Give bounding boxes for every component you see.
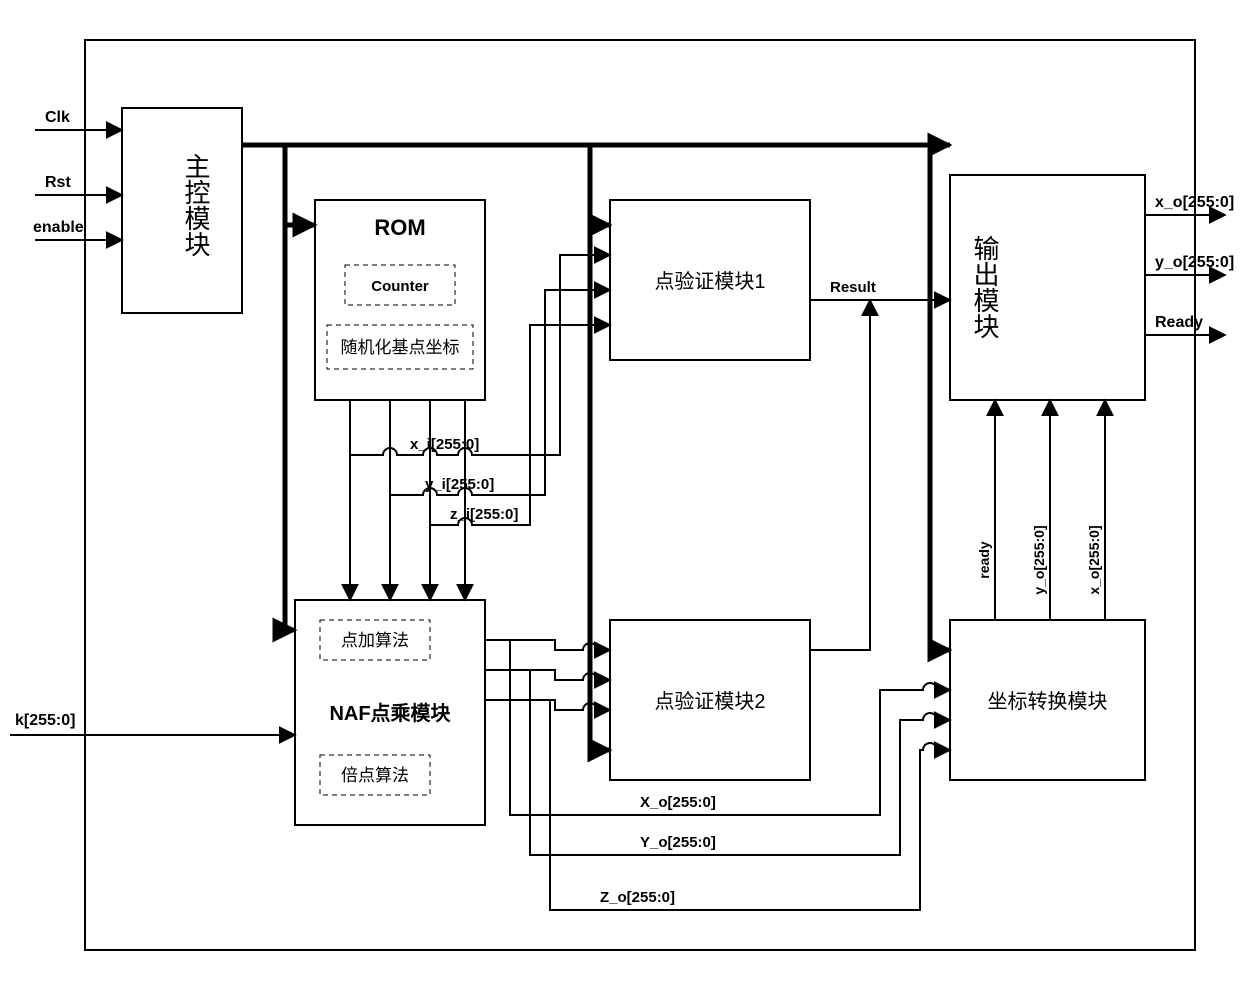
x-i-label: x_i[255:0]	[410, 436, 479, 453]
diagram-canvas: 主控模块 ROM Counter 随机化基点坐标 点加算法 NAF点乘模块 倍点…	[0, 0, 1240, 982]
coord-conv-block: 坐标转换模块	[950, 620, 1145, 780]
bus-to-verify1	[590, 145, 610, 225]
result-v2-up	[810, 300, 870, 650]
x-o-label: x_o[255:0]	[1155, 194, 1234, 211]
coord-conv-label: 坐标转换模块	[988, 690, 1108, 713]
main-ctrl-block: 主控模块	[122, 108, 242, 313]
enable-label: enable	[33, 219, 84, 236]
rom-rand-base-label: 随机化基点坐标	[341, 338, 460, 357]
big-y-o-label: Y_o[255:0]	[640, 834, 716, 851]
result-label: Result	[830, 279, 876, 296]
main-ctrl-label: 主控模块	[181, 153, 211, 257]
output-label: 输出模块	[970, 235, 1000, 339]
big-x-o-label: X_o[255:0]	[640, 794, 716, 811]
rom-block: ROM Counter 随机化基点坐标	[315, 200, 485, 400]
output-block: 输出模块	[950, 175, 1145, 400]
verify1-block: 点验证模块1	[610, 200, 810, 360]
bus-to-coord	[930, 145, 950, 650]
rst-label: Rst	[45, 174, 71, 191]
ready-label: Ready	[1155, 314, 1203, 331]
naf-point-double-label: 倍点算法	[341, 766, 409, 785]
verify1-label: 点验证模块1	[654, 270, 765, 293]
y-i-label: y_i[255:0]	[425, 476, 494, 493]
z-i-label: z_i[255:0]	[450, 506, 518, 523]
verify2-label: 点验证模块2	[654, 690, 765, 713]
naf-point-add-label: 点加算法	[341, 631, 409, 650]
x-o-vert-label: x_o[255:0]	[1086, 525, 1102, 594]
k-label: k[255:0]	[15, 712, 75, 729]
y-o-label: y_o[255:0]	[1155, 254, 1234, 271]
clk-label: Clk	[45, 109, 70, 126]
naf-label: NAF点乘模块	[329, 701, 451, 725]
verify2-block: 点验证模块2	[610, 620, 810, 780]
bus-to-verify2	[590, 225, 610, 750]
naf-block: 点加算法 NAF点乘模块 倍点算法	[295, 600, 485, 825]
rom-counter-label: Counter	[371, 278, 429, 295]
y-o-vert-label: y_o[255:0]	[1031, 525, 1047, 594]
big-z-o-label: Z_o[255:0]	[600, 889, 675, 906]
ready-vert-label: ready	[976, 541, 992, 579]
rom-label: ROM	[374, 215, 425, 240]
bus-to-naf	[285, 145, 295, 630]
